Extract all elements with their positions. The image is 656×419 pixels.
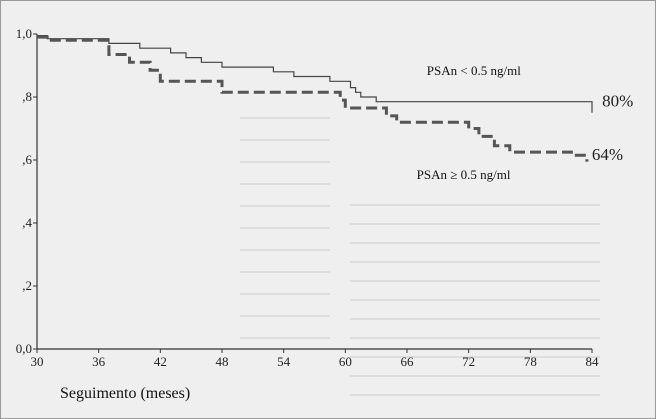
x-tick-label: 84 [586,354,600,369]
curve-psan-low [37,35,593,113]
x-axis-ticks: 30 36 42 48 54 60 66 72 78 84 [31,349,600,369]
x-tick-label: 60 [339,354,352,369]
curve-label: PSAn < 0.5 ng/ml [427,63,521,78]
curve-annotations: PSAn < 0.5 ng/ml PSAn ≥ 0.5 ng/ml 80% 64% [417,63,634,182]
y-tick-label: ,2 [22,278,32,293]
y-tick-label: ,4 [22,215,32,230]
curve-label: PSAn ≥ 0.5 ng/ml [417,167,511,182]
y-tick-label: ,8 [22,89,32,104]
x-tick-label: 30 [31,354,44,369]
x-tick-label: 42 [154,354,167,369]
bleed-through-texture [240,117,600,396]
end-percentage-label: 80% [602,91,633,110]
x-tick-label: 36 [92,354,106,369]
y-axis-ticks: 0,0 ,2 ,4 ,6 ,8 1,0 [16,26,37,356]
x-tick-label: 54 [277,354,291,369]
y-tick-label: 0,0 [16,341,32,356]
x-axis-title: Seguimento (meses) [60,385,190,402]
x-tick-label: 48 [216,354,229,369]
x-tick-label: 78 [524,354,537,369]
survival-curves [37,35,593,162]
x-tick-label: 72 [462,354,475,369]
end-percentage-label: 64% [592,145,623,164]
y-tick-label: ,6 [22,152,32,167]
curve-psan-high [37,35,589,162]
y-tick-label: 1,0 [16,26,32,41]
x-tick-label: 66 [401,354,415,369]
